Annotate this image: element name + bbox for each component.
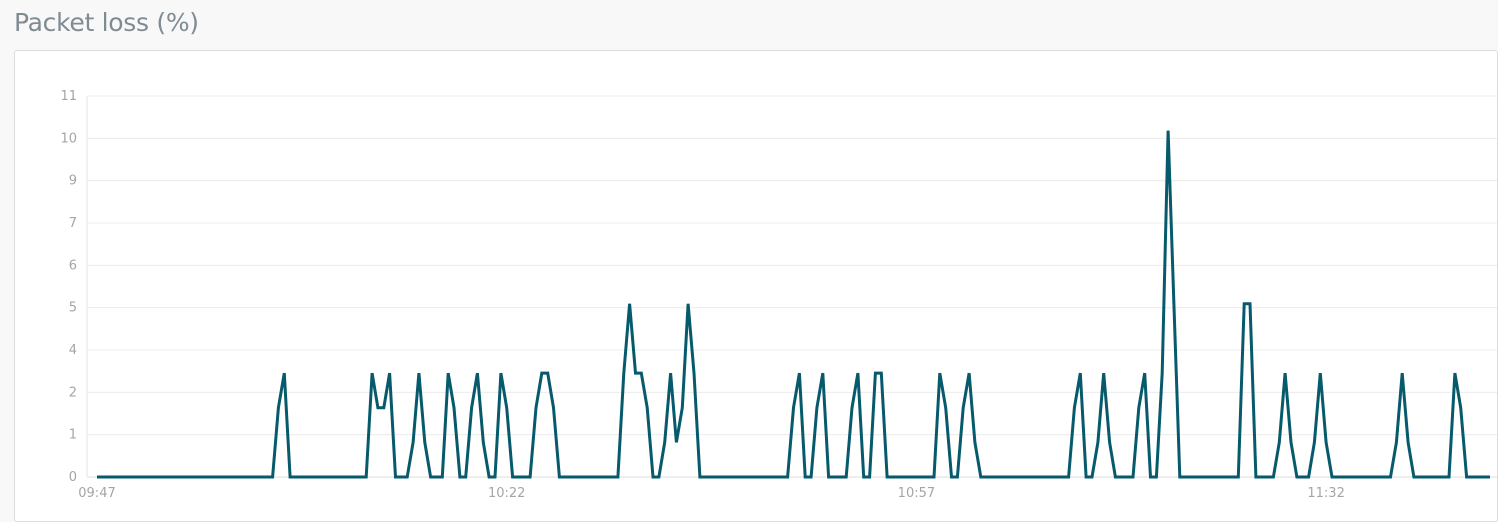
y-tick-label: 11 bbox=[60, 89, 77, 104]
x-tick-label: 10:22 bbox=[488, 486, 525, 501]
y-tick-label: 2 bbox=[69, 385, 77, 400]
series bbox=[97, 130, 1490, 479]
y-tick-label: 4 bbox=[69, 343, 77, 358]
x-axis: 09:47 10:22 10:57 11:32 bbox=[78, 486, 1345, 501]
packet-loss-line bbox=[97, 130, 1490, 479]
x-tick-label: 10:57 bbox=[898, 486, 935, 501]
grid bbox=[86, 95, 1497, 478]
y-tick-label: 0 bbox=[69, 470, 77, 485]
panel-title: Packet loss (%) bbox=[14, 8, 199, 37]
y-tick-label: 7 bbox=[69, 216, 77, 231]
x-tick-label: 11:32 bbox=[1307, 486, 1344, 501]
y-tick-label: 6 bbox=[69, 258, 77, 273]
x-tick-label: 09:47 bbox=[78, 486, 115, 501]
packet-loss-chart: 0 1 2 4 5 6 7 9 10 11 09:47 10:22 10:57 11:32 bbox=[60, 89, 1497, 501]
y-tick-label: 5 bbox=[69, 301, 77, 316]
y-tick-label: 1 bbox=[69, 428, 77, 443]
y-tick-label: 10 bbox=[60, 131, 77, 146]
y-axis: 0 1 2 4 5 6 7 9 10 11 bbox=[60, 89, 77, 485]
y-tick-label: 9 bbox=[69, 174, 77, 189]
chart-panel: 0 1 2 4 5 6 7 9 10 11 09:47 10:22 10:57 11:32 bbox=[14, 50, 1498, 522]
